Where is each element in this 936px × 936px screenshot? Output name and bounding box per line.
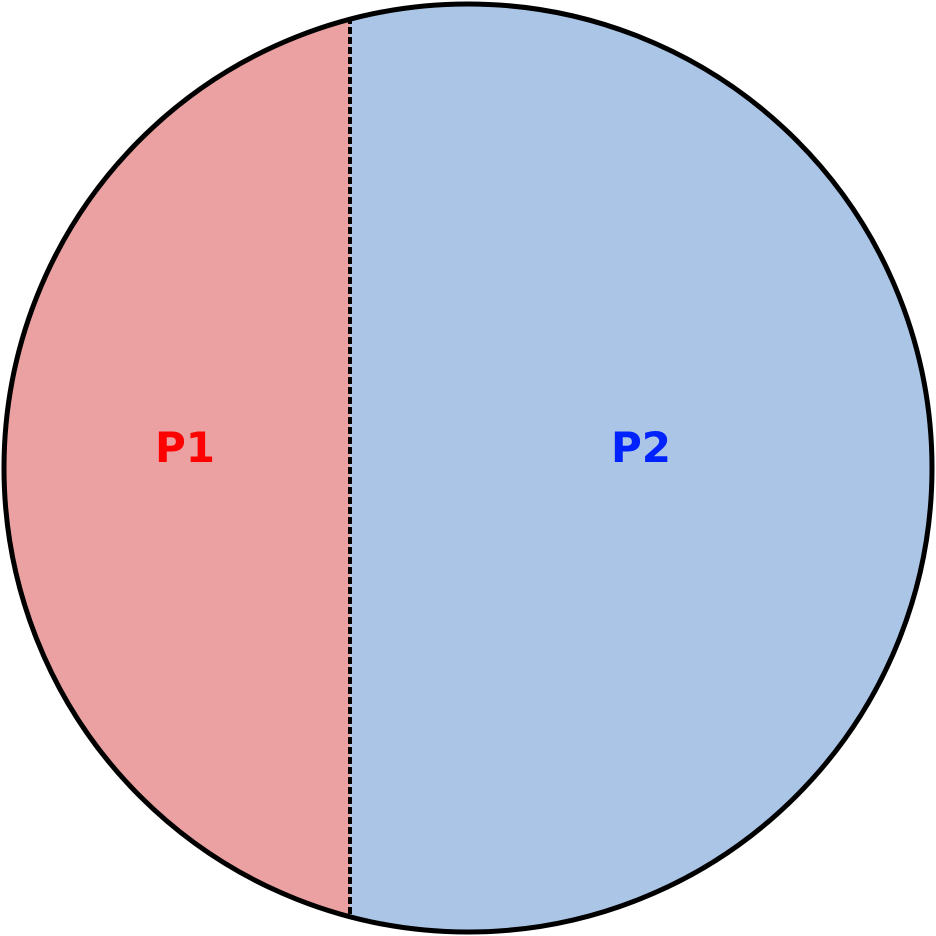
region-p1-label: P1 (155, 423, 215, 472)
region-p2 (350, 1, 932, 931)
region-p2-label: P2 (611, 423, 671, 472)
region-p1 (3, 17, 351, 915)
